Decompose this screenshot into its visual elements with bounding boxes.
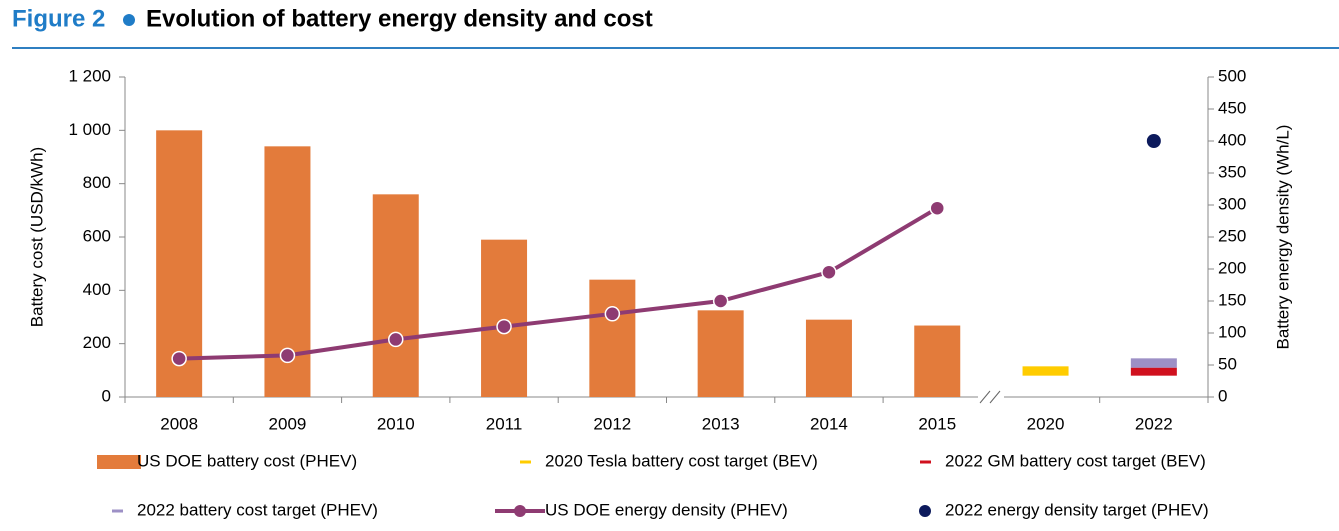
axis-break: [978, 389, 1004, 405]
legend-label: 2022 GM battery cost target (BEV): [945, 451, 1206, 470]
line-marker: [929, 200, 945, 216]
y2-tick-label: 50: [1218, 354, 1237, 373]
point: [1146, 134, 1161, 148]
y2-axis-label: Battery energy density (Wh/L): [1273, 125, 1292, 350]
y-tick-label: 800: [83, 173, 111, 192]
line-marker: [604, 306, 621, 322]
line-marker: [496, 318, 512, 335]
x-tick-label: 2013: [702, 414, 740, 433]
y-axis-label: Battery cost (USD/kWh): [27, 147, 46, 327]
x-tick-label: 2009: [269, 414, 307, 433]
bar: [481, 239, 528, 397]
line-marker: [821, 264, 837, 280]
target-range: [1022, 366, 1069, 376]
y2-tick-label: 350: [1218, 162, 1246, 181]
figure-label: Figure 2: [12, 5, 105, 32]
legend-label: 2022 energy density target (PHEV): [945, 500, 1209, 519]
y2-tick-label: 500: [1218, 66, 1246, 85]
axis-break: [979, 390, 991, 404]
y2-tick-label: 0: [1218, 386, 1227, 405]
legend-label: 2020 Tesla battery cost target (BEV): [545, 451, 818, 470]
legend-swatch: [97, 455, 141, 469]
axis-break: [989, 390, 1001, 404]
y2-tick-label: 200: [1218, 258, 1246, 277]
line-marker: [279, 347, 296, 364]
bar: [805, 319, 852, 397]
y2-tick-label: 400: [1218, 130, 1246, 149]
legend-swatch: [919, 505, 931, 517]
y-tick-label: 1 000: [68, 120, 111, 139]
x-tick-label: 2015: [918, 414, 956, 433]
legend-swatch: [920, 460, 931, 464]
legend-swatch: [112, 509, 123, 513]
target-range: [1130, 367, 1177, 376]
x-tick-label: 2022: [1135, 414, 1173, 433]
y-tick-label: 200: [83, 333, 111, 352]
x-tick-label: 2011: [486, 414, 523, 433]
bar: [914, 325, 961, 397]
x-tick-label: 2010: [377, 414, 415, 433]
y2-tick-label: 300: [1218, 194, 1246, 213]
y2-tick-label: 450: [1218, 98, 1246, 117]
line-marker: [388, 331, 404, 348]
legend-swatch: [520, 460, 531, 464]
y-tick-label: 1 200: [68, 66, 111, 85]
y-tick-label: 600: [83, 226, 111, 245]
legend-label: US DOE battery cost (PHEV): [137, 451, 357, 470]
x-tick-label: 2014: [810, 414, 848, 433]
y2-tick-label: 100: [1218, 322, 1246, 341]
line-marker: [171, 350, 187, 367]
bar: [372, 194, 419, 397]
legend-label: US DOE energy density (PHEV): [545, 500, 788, 519]
bar: [589, 279, 636, 397]
legend-label: 2022 battery cost target (PHEV): [137, 500, 378, 519]
target-range: [1130, 358, 1177, 368]
x-tick-label: 2012: [593, 414, 631, 433]
y-tick-label: 0: [102, 386, 111, 405]
x-tick-label: 2020: [1027, 414, 1065, 433]
bar: [697, 310, 744, 397]
y-tick-label: 400: [83, 280, 111, 299]
line: [179, 206, 939, 361]
line-marker: [712, 293, 729, 309]
x-tick-label: 2008: [160, 414, 198, 433]
title-bullet: [123, 14, 135, 26]
chart-title: Evolution of battery energy density and …: [146, 5, 653, 32]
y2-tick-label: 150: [1218, 290, 1246, 309]
y2-tick-label: 250: [1218, 226, 1246, 245]
legend-swatch: [514, 505, 526, 517]
